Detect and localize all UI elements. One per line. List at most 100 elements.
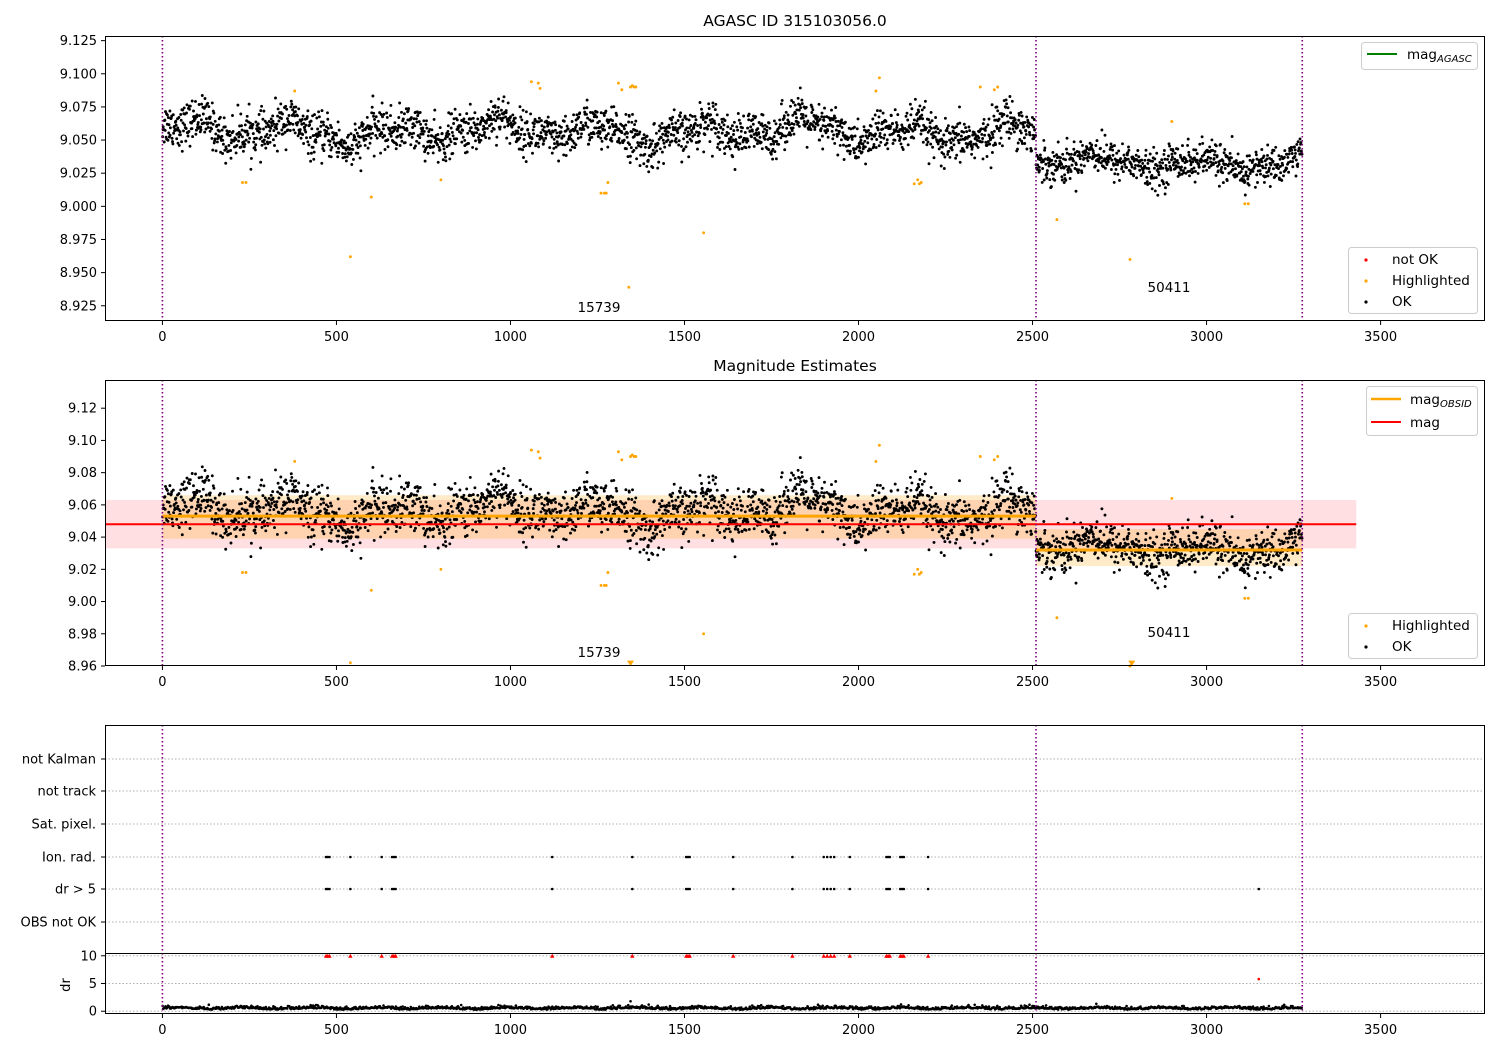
ok-point	[245, 508, 249, 512]
ok-point	[718, 531, 722, 534]
ok-point	[518, 105, 522, 109]
ok-point	[322, 149, 326, 153]
ok-point	[1167, 154, 1170, 158]
ok-point	[653, 535, 657, 539]
ok-point	[329, 155, 333, 159]
ok-point	[257, 113, 261, 116]
ok-point	[649, 142, 653, 146]
ok-point	[834, 106, 838, 109]
ok-point	[765, 125, 769, 129]
ok-point	[200, 465, 204, 469]
ok-point	[775, 139, 779, 143]
ok-point	[584, 498, 588, 502]
ok-point	[639, 153, 643, 157]
ok-point	[422, 496, 426, 500]
ok-point	[404, 107, 408, 111]
ok-point	[231, 489, 234, 493]
ok-point	[251, 511, 255, 515]
ok-point	[711, 101, 715, 105]
ok-point	[995, 124, 999, 128]
ok-point	[373, 117, 376, 121]
ok-point	[1180, 165, 1183, 169]
ok-point	[402, 504, 406, 508]
ok-point	[1293, 145, 1296, 149]
ok-point	[804, 105, 808, 109]
ok-point	[1113, 144, 1116, 148]
ok-point	[1070, 163, 1074, 167]
ok-point	[975, 143, 979, 147]
ok-point	[1038, 168, 1041, 172]
ok-point	[436, 160, 440, 164]
ok-point	[524, 144, 528, 148]
ok-point	[180, 140, 184, 144]
ok-point	[276, 107, 280, 111]
ok-point	[579, 121, 583, 124]
ok-point	[293, 131, 297, 135]
ok-point	[628, 143, 632, 146]
ok-point	[1008, 95, 1012, 98]
ok-point	[210, 127, 214, 131]
ok-point	[1097, 160, 1101, 164]
ok-point	[875, 138, 879, 141]
ok-point	[717, 123, 721, 126]
ok-point	[270, 124, 274, 128]
ok-point	[1083, 153, 1087, 157]
ok-point	[465, 150, 469, 154]
agasc-xtick-label-7: 3500	[1364, 330, 1397, 345]
ok-point	[163, 507, 167, 511]
ok-point	[690, 510, 694, 514]
ok-point	[723, 152, 727, 156]
ok-point	[415, 497, 419, 501]
ok-point	[540, 136, 544, 140]
ok-point	[781, 504, 785, 508]
ok-point	[761, 489, 765, 492]
ok-point	[461, 135, 465, 139]
ok-point	[537, 145, 541, 149]
ok-point	[476, 128, 480, 132]
highlighted-point	[244, 181, 248, 184]
ok-point	[557, 134, 561, 138]
ok-point	[214, 149, 218, 153]
ok-point	[506, 101, 510, 105]
ok-point	[821, 530, 825, 534]
ok-point	[184, 505, 188, 509]
agasc-xtick-label-2: 1000	[494, 330, 527, 345]
ok-point	[210, 505, 214, 509]
ok-point	[476, 117, 480, 121]
ok-point	[1095, 139, 1099, 143]
ok-point	[1141, 161, 1145, 165]
ok-point	[674, 121, 678, 125]
ok-point	[1231, 164, 1235, 168]
ok-point	[455, 494, 459, 498]
ok-point	[381, 491, 384, 495]
ok-point	[529, 487, 533, 491]
ok-point	[1254, 153, 1258, 157]
ok-point	[389, 103, 393, 107]
ok-point	[450, 112, 454, 116]
ok-point	[415, 139, 419, 143]
ok-point	[599, 486, 603, 490]
ok-point	[458, 488, 462, 492]
ok-point	[1260, 148, 1264, 151]
agasc-ytick-label-3: 9.050	[60, 134, 97, 149]
ok-point	[493, 113, 496, 117]
ok-point	[784, 110, 788, 114]
ok-point	[881, 111, 885, 115]
ok-point	[1156, 193, 1160, 197]
ok-point	[554, 123, 558, 127]
ok-point	[549, 512, 553, 516]
ok-point	[247, 140, 251, 144]
ok-point	[245, 490, 249, 494]
ok-point	[1134, 153, 1138, 157]
ok-point	[491, 485, 495, 489]
ok-point	[688, 518, 692, 522]
ok-point	[700, 482, 703, 485]
ok-point	[987, 134, 991, 138]
ok-point	[175, 517, 179, 521]
ok-point	[275, 505, 279, 509]
highlighted-point	[877, 76, 881, 80]
ok-point	[199, 118, 203, 122]
ok-point	[465, 534, 469, 537]
ok-point	[614, 111, 618, 115]
ok-point	[218, 115, 222, 119]
